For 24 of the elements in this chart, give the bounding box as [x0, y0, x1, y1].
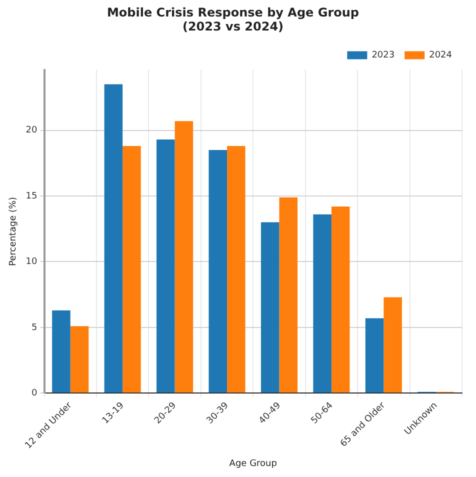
- bar: [156, 139, 175, 393]
- legend-label: 2023: [372, 50, 395, 61]
- bar: [279, 197, 298, 393]
- bar: [331, 206, 350, 393]
- y-axis-title: Percentage (%): [8, 196, 19, 266]
- y-tick-label: 0: [32, 388, 38, 399]
- bar: [365, 318, 384, 393]
- bar: [260, 222, 280, 393]
- bar: [104, 84, 123, 393]
- bar: [227, 146, 246, 393]
- bar: [384, 297, 402, 393]
- bar: [313, 214, 332, 393]
- chart-title: Mobile Crisis Response by Age Group (2023 vs 2024): [106, 5, 360, 34]
- bar: [70, 326, 89, 393]
- legend-label: 2024: [429, 50, 452, 61]
- bar: [208, 150, 228, 393]
- y-tick-label: 5: [32, 322, 38, 333]
- bar: [174, 121, 194, 393]
- y-tick-label: 10: [26, 257, 38, 268]
- x-axis-title: Age Group: [229, 458, 278, 469]
- bar: [122, 146, 141, 393]
- y-tick-label: 15: [26, 191, 38, 202]
- bar: [52, 310, 70, 393]
- y-tick-label: 20: [26, 126, 38, 136]
